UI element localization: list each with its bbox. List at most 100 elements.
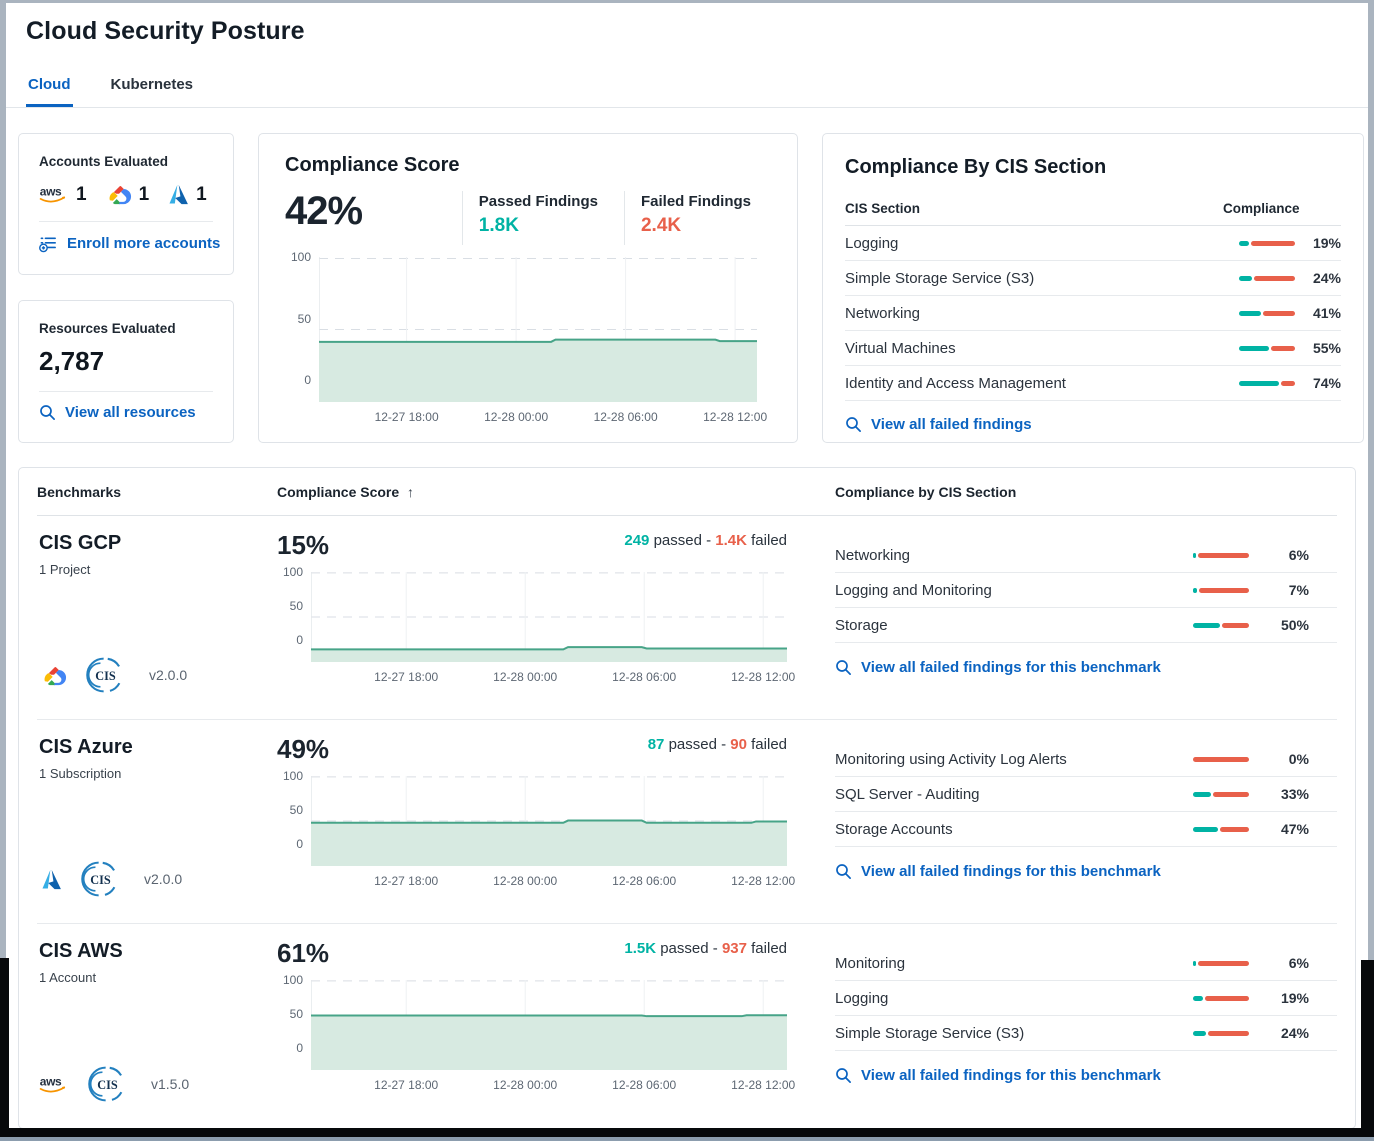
divider (39, 391, 213, 392)
trend-svg (311, 980, 787, 1070)
compliance-by-cis-section-column-header: Compliance by CIS Section (835, 483, 1017, 500)
compliance-percent: 33% (1280, 786, 1309, 802)
cis-section-name: Logging and Monitoring (835, 581, 992, 599)
table-row: Monitoring using Activity Log Alerts 0% (835, 742, 1337, 777)
failed-findings-label: Failed Findings (640, 193, 751, 210)
benchmarks-column-header: Benchmarks (37, 483, 122, 500)
minibar-failed-segment (1263, 310, 1295, 316)
x-tick-label: 12-28 12:00 (731, 670, 796, 684)
gcp-logo-icon (39, 663, 69, 688)
compliance-minibar (1193, 826, 1249, 832)
benchmark-name: CIS Azure (39, 736, 133, 758)
trend-svg (311, 776, 787, 866)
minibar-passed-segment (1193, 552, 1197, 558)
trend-area (311, 820, 787, 866)
plot-area (311, 776, 787, 866)
trend-line (311, 647, 787, 649)
minibar-failed-segment (1222, 622, 1249, 628)
y-tick-label: 100 (282, 973, 303, 987)
sort-ascending-icon: ↑ (407, 483, 415, 500)
y-tick-label: 0 (296, 633, 303, 647)
view-all-failed-findings-link[interactable]: View all failed findings (845, 416, 1032, 433)
x-tick-label: 12-28 06:00 (612, 670, 677, 684)
table-row: Logging 19% (835, 981, 1337, 1016)
minibar-passed-segment (1193, 587, 1197, 593)
failed-findings-value: 2.4K (640, 215, 682, 236)
search-icon (39, 404, 56, 421)
tab-bar: Cloud Kubernetes (6, 76, 1368, 108)
y-tick-label: 50 (289, 803, 303, 817)
provider-counts: aws 1 1 1 (39, 182, 213, 207)
minibar-failed-segment (1253, 275, 1295, 281)
y-axis: 0 50 100 (277, 565, 303, 662)
x-tick-label: 12-27 18:00 (374, 1078, 439, 1092)
compliance-by-cis-section-card: Compliance By CIS Section CIS Section Co… (822, 133, 1364, 443)
cis-logo-icon: CIS (87, 1064, 127, 1104)
cis-section-name: Networking (845, 304, 921, 322)
view-failed-findings-benchmark-link[interactable]: View all failed findings for this benchm… (835, 659, 1161, 676)
cis-section-name: SQL Server - Auditing (835, 785, 980, 803)
compliance-minibar (1239, 275, 1295, 281)
minibar-passed-segment (1193, 622, 1220, 628)
benchmarks-table-header: Benchmarks Compliance Score ↑ Compliance… (37, 468, 1337, 516)
compliance-score-title: Compliance Score (285, 154, 460, 176)
view-failed-findings-benchmark-link[interactable]: View all failed findings for this benchm… (835, 863, 1161, 880)
gcp-count: 1 (138, 183, 150, 205)
table-row: Simple Storage Service (S3) 24% (835, 1016, 1337, 1051)
cis-section-name: Logging (835, 989, 889, 1007)
x-tick-label: 12-28 00:00 (493, 874, 558, 888)
x-axis: 12-27 18:00 12-28 00:00 12-28 06:00 12-28 1… (311, 872, 795, 888)
search-icon (835, 863, 852, 880)
capture-black-band (0, 958, 9, 1141)
compliance-minibar (1193, 552, 1249, 558)
capture-black-band (1361, 960, 1374, 1141)
enroll-accounts-icon (39, 234, 58, 253)
svg-text:CIS: CIS (95, 669, 116, 683)
minibar-passed-segment (1239, 240, 1250, 246)
compliance-minibar (1193, 1030, 1249, 1036)
compliance-minibar (1193, 960, 1249, 966)
search-icon (845, 416, 862, 433)
view-failed-findings-benchmark-link[interactable]: View all failed findings for this benchm… (835, 1067, 1161, 1084)
tab-cloud[interactable]: Cloud (26, 76, 73, 107)
x-tick-label: 12-27 18:00 (374, 410, 439, 424)
compliance-percent: 19% (1280, 990, 1309, 1006)
y-tick-label: 0 (296, 837, 303, 851)
compliance-minibar (1239, 345, 1295, 351)
compliance-minibar (1193, 622, 1249, 628)
y-tick-label: 100 (282, 769, 303, 783)
table-row: Virtual Machines 55% (845, 331, 1341, 366)
minibar-passed-segment (1193, 791, 1211, 797)
benchmark-scope: 1 Project (39, 562, 91, 577)
y-axis: 0 50 100 (277, 769, 303, 866)
cis-section-name: Logging (845, 234, 899, 252)
score-summary: 42% Passed Findings 1.8K Failed Findings… (285, 191, 771, 245)
table-row: Logging and Monitoring 7% (835, 573, 1337, 608)
minibar-passed-segment (1193, 826, 1219, 832)
table-row: Networking 41% (845, 296, 1341, 331)
divider (39, 221, 213, 222)
minibar-failed-segment (1270, 345, 1295, 351)
trend-area (311, 1015, 787, 1070)
benchmarks-table: Benchmarks Compliance Score ↑ Compliance… (18, 467, 1356, 1129)
failed-findings-stat: Failed Findings 2.4K (623, 191, 751, 245)
compliance-score-sort-header[interactable]: Compliance Score ↑ (277, 483, 415, 500)
svg-text:aws: aws (40, 184, 62, 198)
table-row: Storage Accounts 47% (835, 812, 1337, 847)
minibar-passed-segment (1193, 960, 1197, 966)
benchmark-trend-chart: 0 50 100 12-27 18:00 12-28 00:00 12-28 06:00 1… (277, 565, 795, 684)
plot-area (319, 257, 757, 402)
minibar-failed-segment (1198, 960, 1249, 966)
aws-logo-icon: aws (39, 184, 71, 205)
passed-findings-label: Passed Findings (478, 193, 598, 210)
benchmark-scope: 1 Account (39, 970, 97, 985)
benchmark-name: CIS AWS (39, 940, 123, 962)
tab-kubernetes[interactable]: Kubernetes (110, 76, 194, 93)
enroll-more-accounts-link[interactable]: Enroll more accounts (39, 234, 220, 253)
compliance-minibar (1193, 756, 1249, 762)
compliance-minibar (1193, 587, 1249, 593)
compliance-minibar (1193, 995, 1249, 1001)
gcp-logo-icon (104, 182, 134, 207)
view-all-resources-link[interactable]: View all resources (39, 404, 213, 421)
benchmark-version: v2.0.0 (144, 871, 183, 887)
